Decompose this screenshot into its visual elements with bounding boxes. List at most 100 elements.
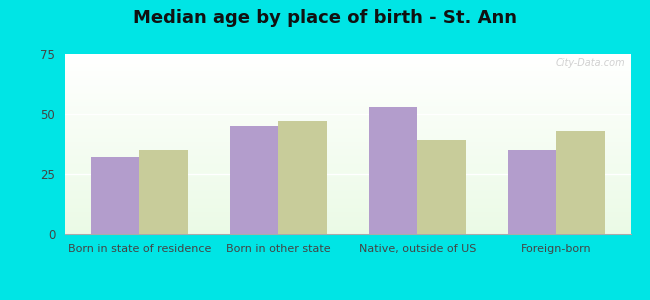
Text: Median age by place of birth - St. Ann: Median age by place of birth - St. Ann [133,9,517,27]
Bar [65,146,630,147]
Bar [65,76,630,77]
Bar [139,150,188,234]
Bar [65,210,630,211]
Bar [65,62,630,63]
Bar [65,148,630,149]
Bar [65,125,630,126]
Bar [65,59,630,60]
Bar [65,171,630,172]
Bar [65,208,630,209]
Bar [417,140,466,234]
Bar [65,85,630,86]
Bar [65,67,630,68]
Bar [65,221,630,222]
Bar [65,132,630,133]
Bar [91,157,139,234]
Bar [65,230,630,231]
Bar [65,156,630,157]
Bar [65,157,630,158]
Bar [65,200,630,201]
Bar [65,133,630,134]
Bar [65,174,630,175]
Bar [65,182,630,183]
Bar [65,114,630,115]
Bar [65,136,630,137]
Bar [65,151,630,152]
Bar [65,153,630,154]
Bar [65,218,630,219]
Bar [65,61,630,62]
Bar [65,140,630,141]
Bar [65,167,630,168]
Bar [65,150,630,151]
Bar [65,96,630,97]
Bar [65,212,630,213]
Bar [65,225,630,226]
Bar [65,176,630,177]
Bar [65,126,630,127]
Bar [65,158,630,159]
Bar [65,99,630,100]
Bar [65,178,630,179]
Bar [65,77,630,78]
Bar [65,137,630,138]
Bar [65,65,630,66]
Bar [65,92,630,93]
Bar [65,129,630,130]
Bar [65,69,630,70]
Bar [65,56,630,57]
Bar [65,87,630,88]
Text: City-Data.com: City-Data.com [555,58,625,68]
Bar [65,161,630,162]
Bar [65,102,630,103]
Bar [65,233,630,234]
Bar [65,54,630,55]
Bar [65,163,630,164]
Bar [65,89,630,90]
Bar [65,138,630,139]
Bar [65,110,630,111]
Bar [65,74,630,75]
Bar [65,224,630,225]
Bar [65,118,630,119]
Bar [65,142,630,143]
Bar [65,71,630,72]
Bar [65,98,630,99]
Bar [65,164,630,165]
Bar [65,213,630,214]
Bar [65,201,630,202]
Bar [65,169,630,170]
Bar [65,196,630,197]
Bar [65,189,630,190]
Bar [65,155,630,156]
Bar [65,175,630,176]
Bar [65,187,630,188]
Bar [65,170,630,171]
Bar [65,117,630,118]
Bar [278,121,327,234]
Bar [65,64,630,65]
Bar [65,60,630,61]
Bar [65,73,630,74]
Bar [65,101,630,102]
Bar [65,91,630,92]
Bar [65,211,630,212]
Bar [65,203,630,204]
Bar [65,66,630,67]
Bar [65,103,630,104]
Bar [65,105,630,106]
Bar [65,226,630,227]
Bar [65,88,630,89]
Bar [65,190,630,191]
Bar [65,124,630,125]
Bar [65,121,630,122]
Bar [65,197,630,198]
Bar [65,191,630,192]
Bar [65,85,630,86]
Bar [65,179,630,180]
Bar [65,206,630,207]
Bar [65,128,630,129]
Bar [65,119,630,120]
Bar [65,177,630,178]
Bar [65,220,630,221]
